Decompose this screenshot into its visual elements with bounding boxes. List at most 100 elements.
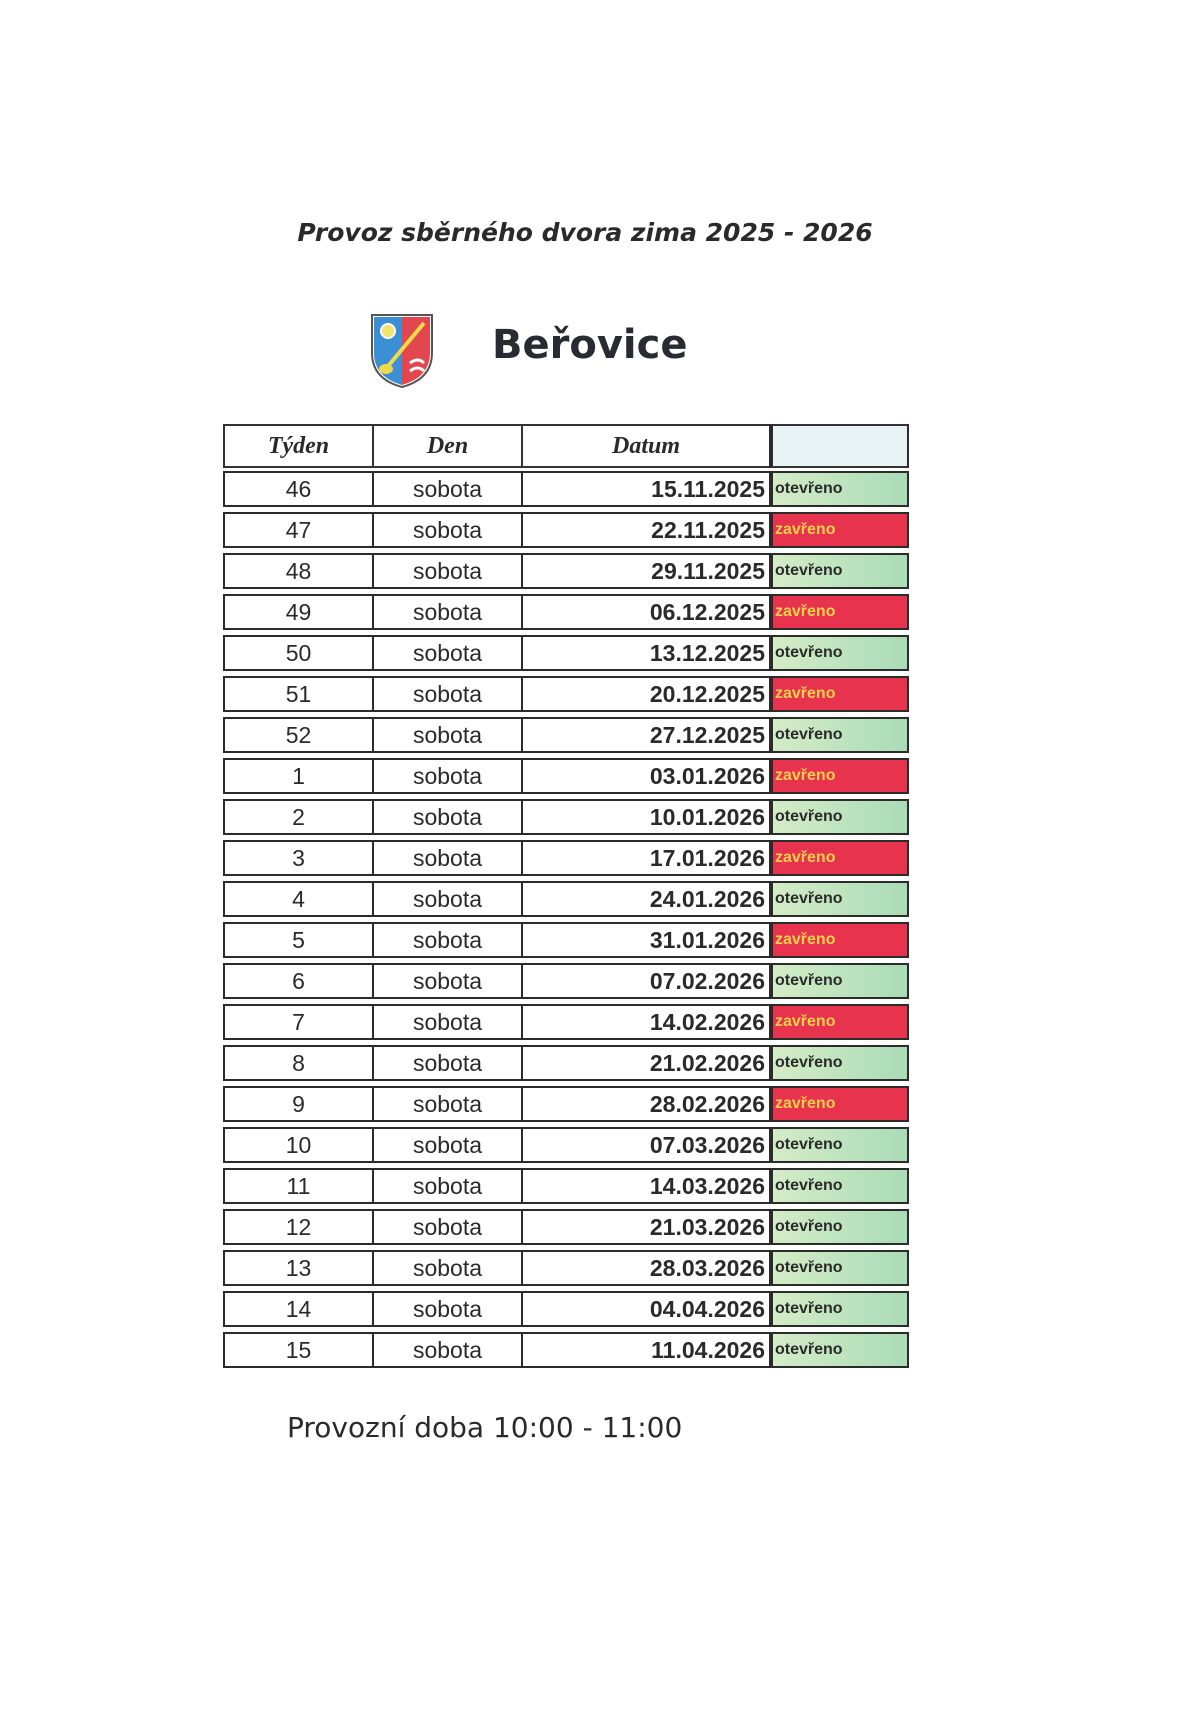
status-badge: otevřeno	[769, 881, 909, 917]
table-row: 11 sobota 14.03.2026 otevřeno	[223, 1168, 909, 1204]
week-cell: 49	[223, 594, 372, 630]
day-cell: sobota	[372, 635, 521, 671]
opening-hours: Provozní doba 10:00 - 11:00	[287, 1411, 683, 1444]
date-cell: 11.04.2026	[521, 1332, 769, 1368]
week-cell: 51	[223, 676, 372, 712]
week-cell: 12	[223, 1209, 372, 1245]
status-badge: zavřeno	[769, 676, 909, 712]
date-cell: 27.12.2025	[521, 717, 769, 753]
table-row: 10 sobota 07.03.2026 otevřeno	[223, 1127, 909, 1163]
status-badge: otevřeno	[769, 1127, 909, 1163]
status-badge: otevřeno	[769, 635, 909, 671]
status-badge: otevřeno	[769, 553, 909, 589]
day-cell: sobota	[372, 512, 521, 548]
date-cell: 14.03.2026	[521, 1168, 769, 1204]
day-cell: sobota	[372, 1004, 521, 1040]
week-cell: 3	[223, 840, 372, 876]
date-cell: 04.04.2026	[521, 1291, 769, 1327]
date-cell: 03.01.2026	[521, 758, 769, 794]
table-header-row: Týden Den Datum	[223, 424, 909, 468]
table-row: 52 sobota 27.12.2025 otevřeno	[223, 717, 909, 753]
status-badge: otevřeno	[769, 717, 909, 753]
table-row: 9 sobota 28.02.2026 zavřeno	[223, 1086, 909, 1122]
week-cell: 10	[223, 1127, 372, 1163]
status-badge: otevřeno	[769, 1209, 909, 1245]
header-day: Den	[372, 424, 521, 468]
date-cell: 24.01.2026	[521, 881, 769, 917]
day-cell: sobota	[372, 1209, 521, 1245]
week-cell: 13	[223, 1250, 372, 1286]
day-cell: sobota	[372, 1168, 521, 1204]
table-row: 4 sobota 24.01.2026 otevřeno	[223, 881, 909, 917]
table-row: 3 sobota 17.01.2026 zavřeno	[223, 840, 909, 876]
week-cell: 47	[223, 512, 372, 548]
week-cell: 15	[223, 1332, 372, 1368]
date-cell: 28.03.2026	[521, 1250, 769, 1286]
day-cell: sobota	[372, 758, 521, 794]
status-badge: otevřeno	[769, 1045, 909, 1081]
day-cell: sobota	[372, 471, 521, 507]
week-cell: 5	[223, 922, 372, 958]
table-row: 8 sobota 21.02.2026 otevřeno	[223, 1045, 909, 1081]
date-cell: 07.02.2026	[521, 963, 769, 999]
date-cell: 21.02.2026	[521, 1045, 769, 1081]
week-cell: 46	[223, 471, 372, 507]
day-cell: sobota	[372, 1045, 521, 1081]
date-cell: 31.01.2026	[521, 922, 769, 958]
day-cell: sobota	[372, 840, 521, 876]
village-name: Beřovice	[492, 322, 688, 368]
status-badge: zavřeno	[769, 512, 909, 548]
table-row: 12 sobota 21.03.2026 otevřeno	[223, 1209, 909, 1245]
header-status	[769, 424, 909, 468]
status-badge: otevřeno	[769, 1332, 909, 1368]
date-cell: 14.02.2026	[521, 1004, 769, 1040]
day-cell: sobota	[372, 676, 521, 712]
week-cell: 2	[223, 799, 372, 835]
date-cell: 17.01.2026	[521, 840, 769, 876]
coat-of-arms-icon	[371, 314, 433, 389]
status-badge: zavřeno	[769, 594, 909, 630]
table-row: 50 sobota 13.12.2025 otevřeno	[223, 635, 909, 671]
day-cell: sobota	[372, 1250, 521, 1286]
week-cell: 14	[223, 1291, 372, 1327]
day-cell: sobota	[372, 1291, 521, 1327]
week-cell: 4	[223, 881, 372, 917]
table-row: 46 sobota 15.11.2025 otevřeno	[223, 471, 909, 507]
table-row: 1 sobota 03.01.2026 zavřeno	[223, 758, 909, 794]
date-cell: 20.12.2025	[521, 676, 769, 712]
status-badge: zavřeno	[769, 1086, 909, 1122]
day-cell: sobota	[372, 553, 521, 589]
table-row: 2 sobota 10.01.2026 otevřeno	[223, 799, 909, 835]
schedule-table: Týden Den Datum 46 sobota 15.11.2025 otevře…	[223, 424, 909, 1373]
table-body: 46 sobota 15.11.2025 otevřeno 47 sobota 22.11.…	[223, 471, 909, 1368]
day-cell: sobota	[372, 1332, 521, 1368]
table-row: 6 sobota 07.02.2026 otevřeno	[223, 963, 909, 999]
day-cell: sobota	[372, 922, 521, 958]
status-badge: zavřeno	[769, 758, 909, 794]
week-cell: 52	[223, 717, 372, 753]
status-badge: otevřeno	[769, 799, 909, 835]
day-cell: sobota	[372, 963, 521, 999]
status-badge: zavřeno	[769, 922, 909, 958]
date-cell: 10.01.2026	[521, 799, 769, 835]
week-cell: 50	[223, 635, 372, 671]
date-cell: 28.02.2026	[521, 1086, 769, 1122]
date-cell: 22.11.2025	[521, 512, 769, 548]
status-badge: otevřeno	[769, 1250, 909, 1286]
status-badge: zavřeno	[769, 1004, 909, 1040]
day-cell: sobota	[372, 881, 521, 917]
date-cell: 29.11.2025	[521, 553, 769, 589]
status-badge: otevřeno	[769, 471, 909, 507]
day-cell: sobota	[372, 1127, 521, 1163]
status-badge: otevřeno	[769, 963, 909, 999]
date-cell: 06.12.2025	[521, 594, 769, 630]
week-cell: 11	[223, 1168, 372, 1204]
week-cell: 8	[223, 1045, 372, 1081]
header-date: Datum	[521, 424, 769, 468]
table-row: 47 sobota 22.11.2025 zavřeno	[223, 512, 909, 548]
day-cell: sobota	[372, 594, 521, 630]
table-row: 14 sobota 04.04.2026 otevřeno	[223, 1291, 909, 1327]
table-row: 7 sobota 14.02.2026 zavřeno	[223, 1004, 909, 1040]
day-cell: sobota	[372, 717, 521, 753]
table-row: 49 sobota 06.12.2025 zavřeno	[223, 594, 909, 630]
